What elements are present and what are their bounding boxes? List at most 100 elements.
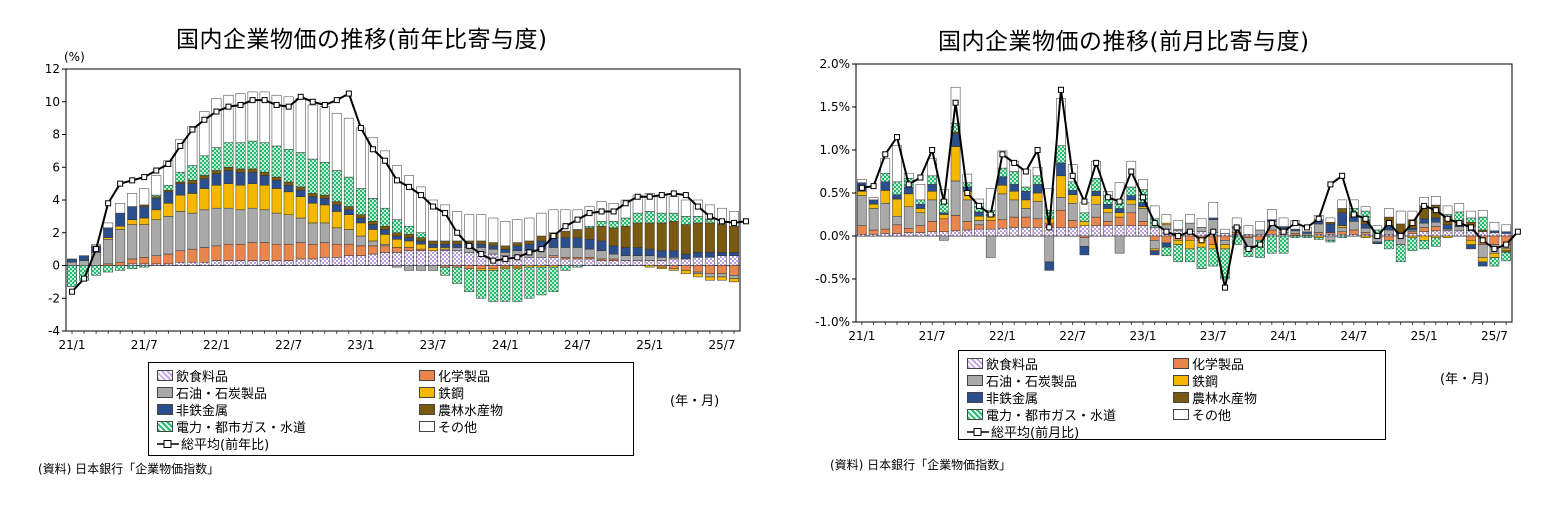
- bar-segment-6: [295, 152, 306, 188]
- bar-segment-1: [857, 225, 867, 235]
- bar-segment-3: [1337, 225, 1347, 228]
- bar-segment-5: [536, 235, 547, 242]
- bar-segment-0: [704, 257, 715, 266]
- bar-segment-6: [560, 265, 571, 271]
- bar-segment-1: [1384, 235, 1394, 241]
- bar-segment-3: [1313, 235, 1324, 238]
- total-marker: [1491, 245, 1498, 252]
- bar-segment-4: [1442, 224, 1453, 230]
- total-marker: [165, 160, 172, 167]
- x-tick-label: 23/7: [420, 338, 447, 352]
- total-marker: [1034, 147, 1041, 153]
- bar-segment-5: [488, 242, 499, 247]
- bar-segment-2: [488, 248, 499, 255]
- bar-segment-3: [1021, 199, 1031, 209]
- bar-segment-3: [1161, 222, 1172, 226]
- bar-segment-0: [857, 234, 867, 237]
- bar-segment-2: [103, 239, 114, 265]
- bar-segment-6: [1079, 212, 1090, 222]
- legend-label: その他: [438, 421, 478, 436]
- legend-swatch-nonferrous: [157, 404, 173, 415]
- bar-segment-4: [1349, 216, 1359, 222]
- legend-swatch-agri: [419, 404, 435, 415]
- bar-segment-4: [103, 227, 114, 238]
- bar-segment-2: [1079, 237, 1090, 247]
- bar-segment-7: [103, 222, 114, 229]
- bar-segment-7: [620, 199, 631, 219]
- bar-segment-7: [428, 199, 439, 242]
- total-marker: [1058, 86, 1064, 93]
- bar-segment-3: [223, 183, 234, 209]
- y-tick-label: 4: [52, 193, 60, 207]
- bar-segment-4: [1466, 244, 1476, 250]
- legend-item-agri: 農林水産物: [419, 400, 503, 419]
- legend-item-nonferrous: 非鉄金属: [967, 388, 1038, 407]
- x-tick-label: 23/1: [1130, 329, 1157, 343]
- legend-item-chemical: 化学製品: [419, 366, 490, 385]
- bar-segment-4: [939, 212, 949, 215]
- bar-segment-5: [1337, 208, 1347, 214]
- y-tick-label: 0.5%: [820, 186, 851, 200]
- bar-segment-4: [295, 189, 306, 197]
- legend: 飲食料品 化学製品 石油・石炭製品 鉄鋼 非鉄金属 農林水産物 電力・都市ガス・…: [958, 350, 1386, 441]
- legend-label: その他: [1192, 409, 1232, 424]
- y-tick-label: 1.0%: [820, 143, 851, 157]
- bar-segment-3: [1419, 235, 1429, 241]
- bar-segment-1: [962, 221, 973, 231]
- y-tick-label: 0: [52, 259, 60, 273]
- bar-segment-5: [404, 234, 414, 238]
- bar-segment-7: [644, 193, 655, 212]
- bar-segment-2: [1126, 203, 1137, 214]
- bar-segment-0: [259, 260, 270, 266]
- bar-segment-7: [1337, 199, 1347, 209]
- bar-segment-7: [259, 91, 270, 143]
- total-marker: [1233, 224, 1240, 231]
- bar-segment-6: [223, 142, 234, 168]
- bar-segment-5: [283, 181, 294, 186]
- bar-segment-3: [187, 193, 198, 214]
- bar-segment-1: [680, 265, 691, 271]
- bar-segment-7: [199, 111, 210, 157]
- bar-segment-6: [596, 221, 607, 227]
- bar-segment-6: [380, 207, 390, 227]
- total-marker: [1315, 215, 1322, 222]
- bar-segment-1: [476, 265, 487, 270]
- bar-segment-1: [187, 248, 198, 263]
- bar-segment-2: [1196, 227, 1207, 232]
- total-marker: [1421, 202, 1428, 209]
- legend-label: 農林水産物: [1192, 392, 1258, 407]
- bar-segment-2: [1220, 240, 1230, 245]
- bar-segment-5: [380, 225, 390, 230]
- bar-segment-2: [1419, 222, 1429, 228]
- bar-segment-4: [392, 235, 402, 240]
- bar-segment-0: [997, 228, 1008, 237]
- y-tick-label: 10: [45, 95, 60, 109]
- bar-segment-6: [1161, 246, 1172, 257]
- bar-segment-0: [1501, 233, 1511, 237]
- bar-segment-2: [295, 217, 306, 243]
- bar-segment-6: [1466, 217, 1476, 223]
- bar-segment-3: [1103, 208, 1113, 214]
- bar-segment-2: [151, 219, 162, 256]
- total-marker: [478, 251, 485, 258]
- bar-segment-5: [572, 229, 583, 238]
- bar-segment-1: [1360, 232, 1371, 235]
- bar-segment-4: [1325, 223, 1336, 233]
- bar-segment-5: [560, 230, 571, 238]
- bar-segment-5: [704, 222, 715, 253]
- bar-segment-7: [319, 106, 330, 163]
- total-marker: [743, 218, 750, 225]
- bar-segment-7: [367, 137, 378, 199]
- bar-segment-2: [1337, 227, 1347, 232]
- bar-segment-2: [247, 207, 258, 243]
- x-tick-label: 21/7: [919, 329, 946, 343]
- bar-segment-1: [331, 243, 342, 258]
- bar-segment-7: [857, 178, 867, 183]
- bar-segment-1: [1466, 235, 1476, 241]
- total-marker: [1210, 228, 1217, 235]
- bar-segment-2: [127, 224, 138, 260]
- bar-segment-6: [500, 268, 511, 302]
- bar-segment-2: [1442, 228, 1453, 232]
- bar-segment-6: [1231, 235, 1242, 245]
- bar-segment-1: [1009, 216, 1019, 228]
